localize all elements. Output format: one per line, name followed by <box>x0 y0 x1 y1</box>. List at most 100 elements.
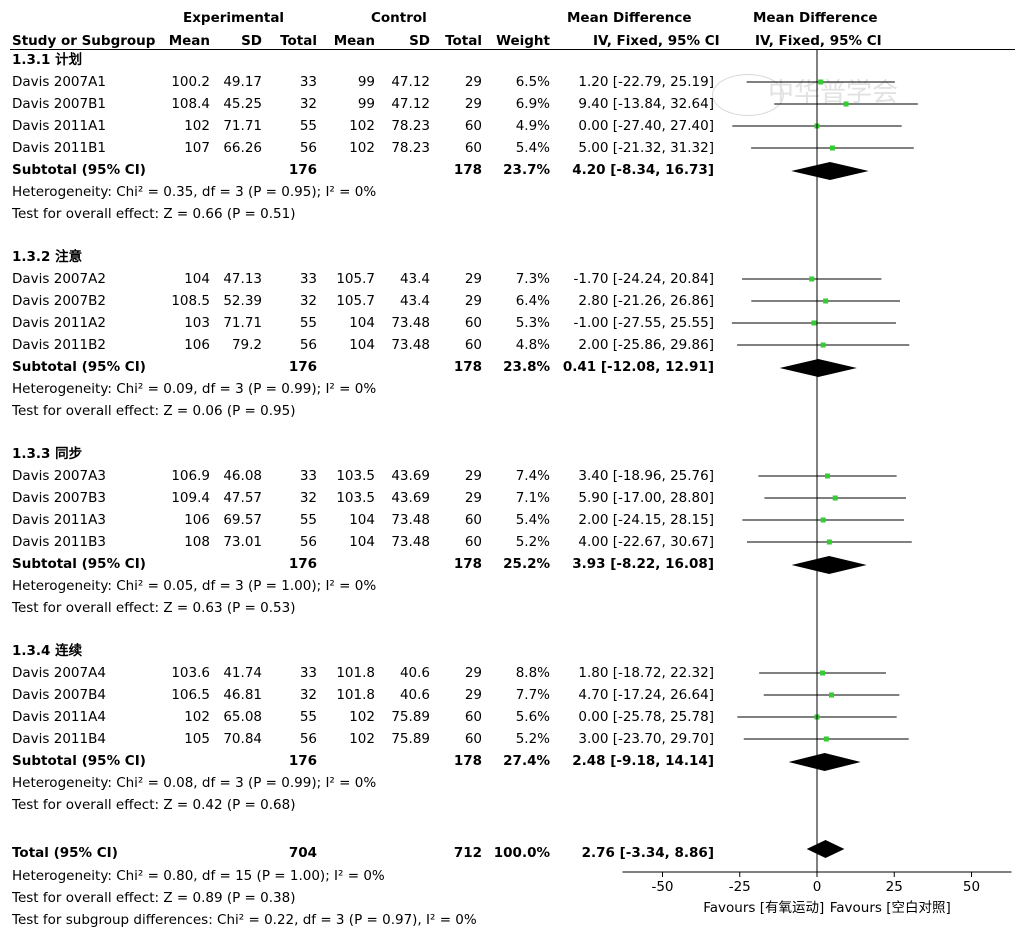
mean-c-header: Mean <box>333 33 375 49</box>
mean-c-cell: 104 <box>349 315 375 331</box>
watermark-seal <box>712 74 784 116</box>
sd-c-cell: 43.4 <box>399 293 430 309</box>
weight-cell: 5.6% <box>515 709 550 725</box>
mean-c-cell: 102 <box>349 118 375 134</box>
weight-cell: 5.2% <box>515 534 550 550</box>
ci-cell: 3.93 [-8.22, 16.08] <box>572 556 714 572</box>
total-c-cell: 29 <box>464 687 482 703</box>
subtotal-label: Subtotal (95% CI) <box>12 359 146 375</box>
study-name: Davis 2011A3 <box>12 512 106 528</box>
mean-c-cell: 104 <box>349 337 375 353</box>
study-point <box>832 495 838 501</box>
ci-cell: 1.20 [-22.79, 25.19] <box>578 74 714 90</box>
mean-c-cell: 104 <box>349 534 375 550</box>
md-header-right: Mean Difference <box>753 10 878 26</box>
weight-cell: 4.9% <box>515 118 550 134</box>
sd-e-cell: 73.01 <box>223 534 262 550</box>
mean-e-header: Mean <box>168 33 210 49</box>
study-point <box>820 670 826 676</box>
footer-stat: Test for subgroup differences: Chi² = 0.… <box>12 912 477 928</box>
sd-c-cell: 73.48 <box>391 315 430 331</box>
total-e-cell: 176 <box>288 556 317 572</box>
total-c-cell: 178 <box>453 162 482 178</box>
total-c-cell: 60 <box>464 709 482 725</box>
total-e-cell: 32 <box>299 96 317 112</box>
study-name: Davis 2007B1 <box>12 96 106 112</box>
heterogeneity-text: Heterogeneity: Chi² = 0.08, df = 3 (P = … <box>12 775 377 791</box>
total-c-cell: 60 <box>464 315 482 331</box>
weight-cell: 27.4% <box>503 753 550 769</box>
control-header: Control <box>371 10 427 26</box>
ci-cell: 4.00 [-22.67, 30.67] <box>578 534 714 550</box>
total-e-cell: 33 <box>299 271 317 287</box>
subtotal-diamond <box>788 753 861 771</box>
sd-e-cell: 46.08 <box>223 468 262 484</box>
x-tick-label: 50 <box>963 879 980 895</box>
study-name: Davis 2007B2 <box>12 293 106 309</box>
sd-c-cell: 75.89 <box>391 709 430 725</box>
weight-header: Weight <box>496 33 550 49</box>
study-column-header: Study or Subgroup <box>12 33 156 49</box>
total-e-cell: 56 <box>299 337 317 353</box>
total-e-cell: 176 <box>288 162 317 178</box>
favours-left-label: Favours [有氧运动] <box>703 900 824 916</box>
mean-c-cell: 101.8 <box>336 665 375 681</box>
sd-e-cell: 65.08 <box>223 709 262 725</box>
heterogeneity-text: Heterogeneity: Chi² = 0.09, df = 3 (P = … <box>12 381 377 397</box>
subtotal-label: Subtotal (95% CI) <box>12 162 146 178</box>
total-c-cell: 29 <box>464 490 482 506</box>
sd-e-cell: 71.71 <box>223 315 262 331</box>
ci-cell: 1.80 [-18.72, 22.32] <box>578 665 714 681</box>
md-header-left: Mean Difference <box>567 10 692 26</box>
total-label: Total (95% CI) <box>12 845 118 861</box>
study-point <box>823 736 829 742</box>
subgroup-title: 1.3.1 计划 <box>12 52 83 68</box>
weight-cell: 5.3% <box>515 315 550 331</box>
total-diamond <box>806 840 845 858</box>
study-name: Davis 2011B1 <box>12 140 106 156</box>
sd-e-cell: 70.84 <box>223 731 262 747</box>
total-c-cell: 29 <box>464 74 482 90</box>
weight-cell: 25.2% <box>503 556 550 572</box>
mean-e-cell: 105 <box>184 731 210 747</box>
heterogeneity-text: Heterogeneity: Chi² = 0.05, df = 3 (P = … <box>12 578 377 594</box>
study-name: Davis 2007A2 <box>12 271 106 287</box>
sd-c-cell: 75.89 <box>391 731 430 747</box>
weight-cell: 7.7% <box>515 687 550 703</box>
mean-c-cell: 102 <box>349 140 375 156</box>
total-e-cell: 704 <box>288 845 317 861</box>
mean-c-cell: 99 <box>357 96 375 112</box>
study-name: Davis 2007A1 <box>12 74 106 90</box>
sd-e-cell: 66.26 <box>223 140 262 156</box>
total-e-cell: 55 <box>299 118 317 134</box>
x-tick-label: 25 <box>886 879 903 895</box>
study-point <box>825 473 831 479</box>
total-e-cell: 56 <box>299 731 317 747</box>
weight-cell: 8.8% <box>515 665 550 681</box>
overall-effect-text: Test for overall effect: Z = 0.06 (P = 0… <box>12 403 296 419</box>
study-point <box>820 517 826 523</box>
ci-cell: 5.90 [-17.00, 28.80] <box>578 490 714 506</box>
ci-cell: 3.00 [-23.70, 29.70] <box>578 731 714 747</box>
study-name: Davis 2011A2 <box>12 315 106 331</box>
ci-header-right: IV, Fixed, 95% CI <box>755 33 882 49</box>
sd-c-cell: 47.12 <box>391 74 430 90</box>
ci-cell: 9.40 [-13.84, 32.64] <box>578 96 714 112</box>
sd-e-header: SD <box>241 33 262 49</box>
mean-e-cell: 106.9 <box>171 468 210 484</box>
sd-e-cell: 46.81 <box>223 687 262 703</box>
total-c-cell: 60 <box>464 140 482 156</box>
total-e-cell: 33 <box>299 74 317 90</box>
weight-cell: 4.8% <box>515 337 550 353</box>
ci-cell: -1.70 [-24.24, 20.84] <box>573 271 714 287</box>
sd-e-cell: 69.57 <box>223 512 262 528</box>
study-name: Davis 2011B4 <box>12 731 106 747</box>
subtotal-label: Subtotal (95% CI) <box>12 556 146 572</box>
ci-cell: 2.76 [-3.34, 8.86] <box>581 845 714 861</box>
study-name: Davis 2007A4 <box>12 665 106 681</box>
sd-e-cell: 52.39 <box>223 293 262 309</box>
total-c-cell: 60 <box>464 731 482 747</box>
mean-c-cell: 102 <box>349 709 375 725</box>
ci-cell: 4.70 [-17.24, 26.64] <box>578 687 714 703</box>
sd-c-cell: 47.12 <box>391 96 430 112</box>
